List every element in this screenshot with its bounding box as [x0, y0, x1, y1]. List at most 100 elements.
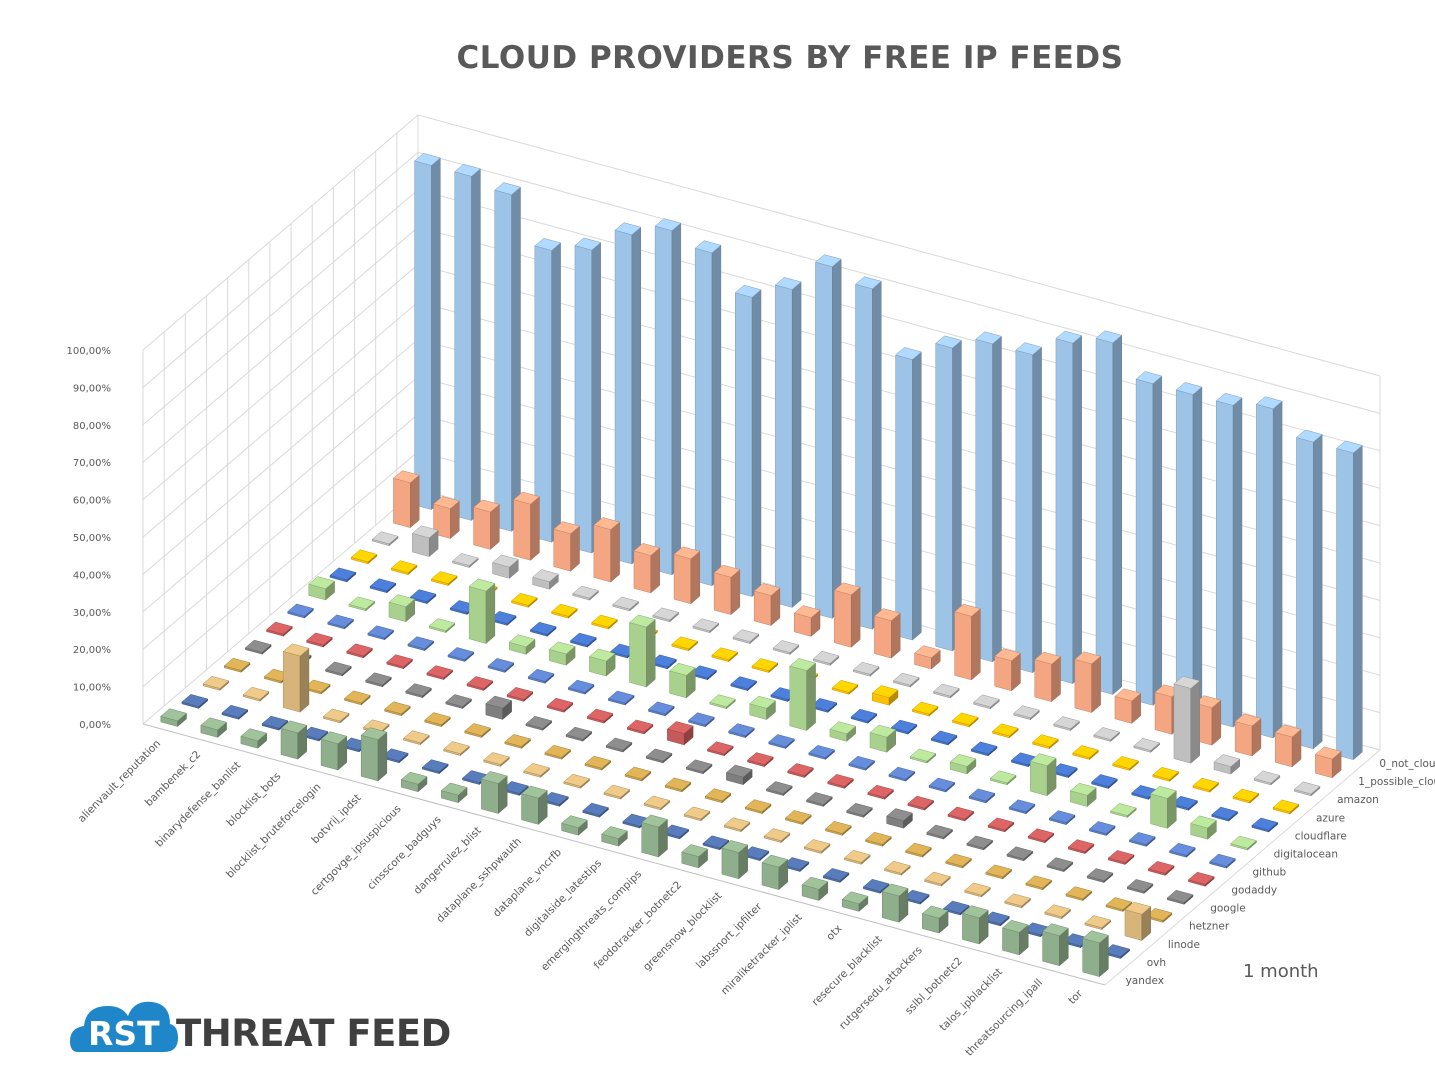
bar-amazon-greensnow_blocklist [932, 683, 960, 699]
bar-github-talos_ipblacklist [1128, 832, 1156, 847]
bar-1_possible_cloud-miraliketracker_iplist [1034, 651, 1062, 703]
bar-yandex-bambenek_c2 [200, 717, 228, 738]
bar-google-miraliketracker_iplist [886, 808, 913, 829]
provider-label: amazon [1337, 794, 1379, 806]
chart-title: CLOUD PROVIDERS BY FREE IP FEEDS [456, 40, 1124, 76]
bar-ovh-alienvault_reputation [181, 694, 209, 709]
bar-godaddy-labssnort_ipfilter [867, 784, 895, 800]
bar-0_not_cloud-blocklist_bruteforcelogin [574, 237, 602, 554]
bar-hetzner-botvrij_ipdst [424, 712, 451, 728]
bar-amazon-blocklist_bruteforcelogin [532, 569, 559, 590]
bar-1_possible_cloud-tor [1314, 746, 1342, 779]
bar-yandex-threatsourcing_ipall [1042, 923, 1069, 967]
bar-ovh-rutgersedu_attackers [942, 900, 970, 916]
bar-google-cinsscore_badguys [525, 715, 553, 731]
bar-github-rutgersedu_attackers [1048, 810, 1076, 826]
bar-azure-rutgersedu_attackers [1112, 756, 1139, 771]
bar-0_not_cloud-alienvault_reputation [414, 153, 441, 511]
bar-github-threatsourcing_ipall [1168, 842, 1196, 858]
bar-godaddy-greensnow_blocklist [827, 774, 854, 789]
bar-digitalocean-dangerrulez_blist [628, 614, 656, 688]
bar-linode-tor [1124, 901, 1152, 941]
bar-godaddy-tor [1187, 871, 1215, 887]
bar-godaddy-sslbl_botnetc2 [1067, 839, 1095, 855]
bar-digitalocean-bambenek_c2 [348, 596, 376, 612]
bar-linode-certgovge_ipsuspicious [443, 741, 470, 757]
bar-digitalocean-dataplane_vncrfb [709, 694, 736, 710]
bar-linode-binarydefense_banlist [282, 643, 310, 713]
bar-google-otx [926, 824, 954, 840]
bar-azure-threatsourcing_ipall [1232, 788, 1260, 804]
bar-linode-alienvault_reputation [202, 676, 230, 691]
logo-mark: RST [88, 1014, 160, 1053]
bar-godaddy-dataplane_sshpwauth [626, 719, 654, 735]
bar-0_not_cloud-greensnow_blocklist [975, 331, 1003, 663]
bar-yandex-dataplane_vncrfb [561, 815, 588, 836]
bar-yandex-resecure_blacklist [881, 883, 909, 923]
provider-label: ovh [1147, 957, 1166, 969]
bar-yandex-certgovge_ipsuspicious [400, 771, 428, 793]
bar-linode-bambenek_c2 [242, 686, 270, 702]
bar-amazon-threatsourcing_ipall [1253, 770, 1281, 786]
bar-hetzner-sslbl_botnetc2 [1025, 875, 1053, 891]
bar-godaddy-botvrij_ipdst [466, 676, 494, 692]
feed-label: rutgersedu_attackers [837, 944, 925, 1032]
bar-0_not_cloud-resecure_blacklist [1135, 371, 1163, 706]
bar-google-labssnort_ipfilter [846, 802, 873, 818]
bar-1_possible_cloud-dataplane_vncrfb [793, 605, 821, 637]
bar-0_not_cloud-bambenek_c2 [454, 163, 481, 521]
bar-google-digitalside_latestips [685, 759, 713, 775]
provider-label: 1_possible_cloud [1358, 776, 1435, 788]
bar-hetzner-dataplane_vncrfb [624, 766, 652, 782]
provider-label: azure [1316, 812, 1345, 824]
bar-hetzner-dangerrulez_blist [544, 744, 572, 760]
bar-github-labssnort_ipfilter [888, 766, 916, 782]
bar-hetzner-emergingthreats_compips [704, 788, 732, 804]
bar-yandex-dangerrulez_blist [480, 771, 508, 815]
bar-1_possible_cloud-dangerrulez_blist [713, 564, 741, 616]
bar-hetzner-certgovge_ipsuspicious [464, 723, 491, 739]
bar-yandex-greensnow_blocklist [721, 840, 749, 880]
bar-google-sslbl_botnetc2 [1046, 857, 1074, 873]
bar-azure-certgovge_ipsuspicious [591, 614, 618, 630]
bar-hetzner-otx [905, 842, 932, 858]
z-tick-label: 100,00% [67, 346, 112, 357]
bar-hetzner-feodotracker_botnetc2 [744, 799, 772, 815]
z-tick-label: 0,00% [79, 720, 111, 731]
bar-0_not_cloud-dataplane_vncrfb [814, 254, 842, 619]
bar-amazon-certgovge_ipsuspicious [612, 596, 640, 612]
z-tick-label: 30,00% [73, 608, 111, 619]
bar-ovh-feodotracker_botnetc2 [702, 835, 730, 851]
bar-godaddy-blocklist_bots [386, 654, 414, 670]
z-tick-label: 80,00% [73, 421, 111, 432]
bar-linode-miraliketracker_iplist [843, 850, 871, 865]
bar-digitalocean-botvrij_ipdst [508, 634, 536, 655]
bar-amazon-resecure_blacklist [1093, 727, 1121, 743]
bar-amazon-cinsscore_badguys [652, 607, 680, 623]
bar-amazon-blocklist_bots [492, 554, 519, 579]
feed-label: otx [824, 922, 844, 942]
bar-0_not_cloud-threatsourcing_ipall [1295, 429, 1323, 750]
bar-yandex-otx [841, 891, 869, 912]
bar-digitalocean-miraliketracker_iplist [949, 754, 977, 775]
bar-azure-dangerrulez_blist [671, 636, 699, 652]
provider-label: digitalocean [1274, 848, 1338, 860]
bar-godaddy-bambenek_c2 [306, 632, 333, 648]
bar-github-feodotracker_botnetc2 [808, 745, 836, 760]
bar-amazon-dataplane_vncrfb [772, 640, 800, 656]
bar-amazon-rutgersedu_attackers [1133, 738, 1161, 753]
bar-godaddy-threatsourcing_ipall [1147, 861, 1175, 876]
bar-cloudflare-botvrij_ipdst [529, 621, 557, 637]
grid-layer [142, 114, 1381, 986]
bar-cloudflare-resecure_blacklist [1050, 763, 1078, 779]
bar-cloudflare-tor [1251, 817, 1279, 833]
bar-azure-binarydefense_banlist [430, 571, 458, 587]
bar-1_possible_cloud-otx [1074, 651, 1102, 714]
bar-yandex-botvrij_ipdst [360, 727, 388, 782]
bar-azure-dataplane_sshpwauth [711, 647, 739, 663]
bar-hetzner-talos_ipblacklist [1065, 886, 1093, 902]
bar-0_not_cloud-binarydefense_banlist [494, 182, 522, 532]
bar-github-dataplane_sshpwauth [647, 701, 675, 717]
bar-yandex-digitalside_latestips [601, 826, 628, 847]
bar-linode-greensnow_blocklist [763, 828, 791, 844]
